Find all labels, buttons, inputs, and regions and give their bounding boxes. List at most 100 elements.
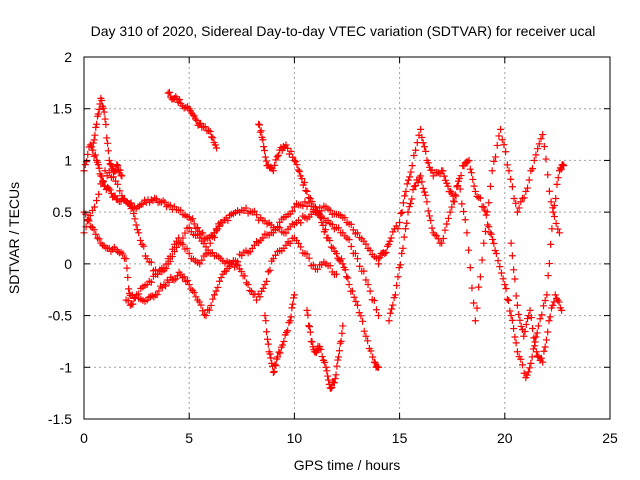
data-point — [122, 255, 130, 263]
data-point — [99, 104, 107, 112]
data-point — [468, 169, 476, 177]
data-point — [111, 167, 119, 175]
data-point — [304, 311, 312, 319]
data-point — [119, 250, 127, 258]
data-point — [497, 125, 505, 133]
x-tick-label: 15 — [392, 430, 408, 446]
data-point — [221, 268, 229, 276]
data-point — [308, 197, 316, 205]
data-point — [91, 131, 99, 139]
data-point — [217, 218, 225, 226]
data-point — [401, 192, 409, 200]
data-point — [98, 97, 106, 105]
data-point — [517, 355, 525, 363]
data-point — [284, 327, 292, 335]
data-point — [261, 147, 269, 155]
data-point — [501, 281, 509, 289]
data-point — [297, 219, 305, 227]
data-point — [261, 312, 269, 320]
data-point — [460, 208, 468, 216]
series-track-i — [303, 306, 347, 392]
data-point — [317, 345, 325, 353]
data-point — [298, 175, 306, 183]
data-point — [286, 239, 294, 247]
data-point — [375, 312, 383, 320]
data-point — [489, 235, 497, 243]
data-point — [330, 379, 338, 387]
data-point — [289, 300, 297, 308]
data-point — [407, 199, 415, 207]
data-point — [263, 335, 271, 343]
data-point — [544, 272, 552, 280]
data-point — [502, 148, 510, 156]
data-point — [333, 362, 341, 370]
data-point — [184, 276, 192, 284]
data-point — [370, 297, 378, 305]
data-point — [259, 284, 267, 292]
y-tick-label: -1.5 — [48, 411, 72, 427]
data-point — [362, 332, 370, 340]
data-point — [539, 131, 547, 139]
data-point — [194, 224, 202, 232]
data-point — [493, 141, 501, 149]
data-point — [529, 325, 537, 333]
x-tick-label: 20 — [497, 430, 513, 446]
data-point — [261, 153, 269, 161]
data-point — [372, 306, 380, 314]
data-point — [420, 188, 428, 196]
data-point — [95, 235, 103, 243]
data-point — [513, 301, 521, 309]
data-point — [408, 195, 416, 203]
data-point — [175, 234, 183, 242]
data-point — [520, 194, 528, 202]
data-point — [269, 368, 277, 376]
data-point — [300, 179, 308, 187]
data-point — [242, 204, 250, 212]
data-point — [274, 353, 282, 361]
data-point — [352, 297, 360, 305]
data-point — [328, 383, 336, 391]
data-point — [387, 234, 395, 242]
data-point — [93, 234, 101, 242]
data-point — [92, 123, 100, 131]
data-point — [253, 296, 261, 304]
data-point — [498, 136, 506, 144]
data-point — [319, 221, 327, 229]
data-point — [177, 206, 185, 214]
data-point — [389, 301, 397, 309]
data-point — [517, 198, 525, 206]
data-point — [287, 313, 295, 321]
data-point — [464, 158, 472, 166]
data-point — [362, 240, 370, 248]
data-point — [324, 376, 332, 384]
data-point — [305, 254, 313, 262]
data-point — [273, 153, 281, 161]
data-point — [471, 317, 479, 325]
data-point — [332, 250, 340, 258]
data-point — [211, 141, 219, 149]
data-point — [530, 156, 538, 164]
data-point — [357, 312, 365, 320]
data-point — [531, 338, 539, 346]
data-point — [290, 291, 298, 299]
data-point — [512, 292, 520, 300]
data-point — [522, 187, 530, 195]
data-point — [88, 146, 96, 154]
data-point — [335, 353, 343, 361]
data-point — [425, 212, 433, 220]
data-point — [100, 108, 108, 116]
data-point — [326, 262, 334, 270]
data-point — [536, 315, 544, 323]
data-point — [308, 338, 316, 346]
data-point — [499, 275, 507, 283]
data-point — [524, 184, 532, 192]
data-point — [91, 203, 99, 211]
data-point — [410, 182, 418, 190]
data-point — [547, 198, 555, 206]
grid — [84, 57, 610, 419]
data-point — [105, 169, 113, 177]
data-point — [187, 285, 195, 293]
data-point — [324, 372, 332, 380]
data-point — [431, 231, 439, 239]
data-point — [403, 219, 411, 227]
